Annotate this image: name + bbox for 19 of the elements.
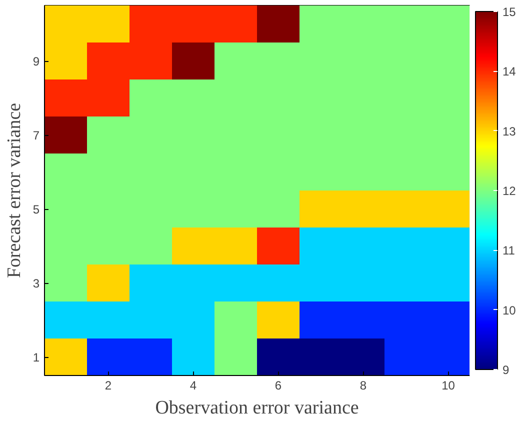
x-axis-title: Observation error variance (155, 398, 359, 418)
color-bar-label: 12 (502, 184, 516, 198)
y-tick-label: 7 (32, 128, 40, 142)
color-bar-label: 15 (502, 5, 516, 19)
y-tick-label: 1 (32, 350, 40, 364)
y-tick-label: 3 (32, 276, 40, 290)
color-bar-label: 14 (502, 64, 516, 79)
y-tick-label: 5 (32, 202, 40, 216)
color-bar-label: 10 (502, 303, 516, 318)
x-tick-label: 4 (190, 378, 197, 392)
x-tick-label: 10 (442, 378, 456, 392)
x-tick-label: 2 (104, 378, 112, 392)
color-bar-label: 9 (502, 363, 510, 377)
y-tick-label: 9 (32, 54, 40, 68)
x-tick-label: 6 (274, 378, 282, 392)
color-bar-label: 11 (502, 244, 516, 258)
color-bar-label: 13 (502, 124, 516, 138)
x-tick-label: 8 (360, 378, 367, 392)
y-axis-title: Forecast error variance (4, 102, 25, 278)
